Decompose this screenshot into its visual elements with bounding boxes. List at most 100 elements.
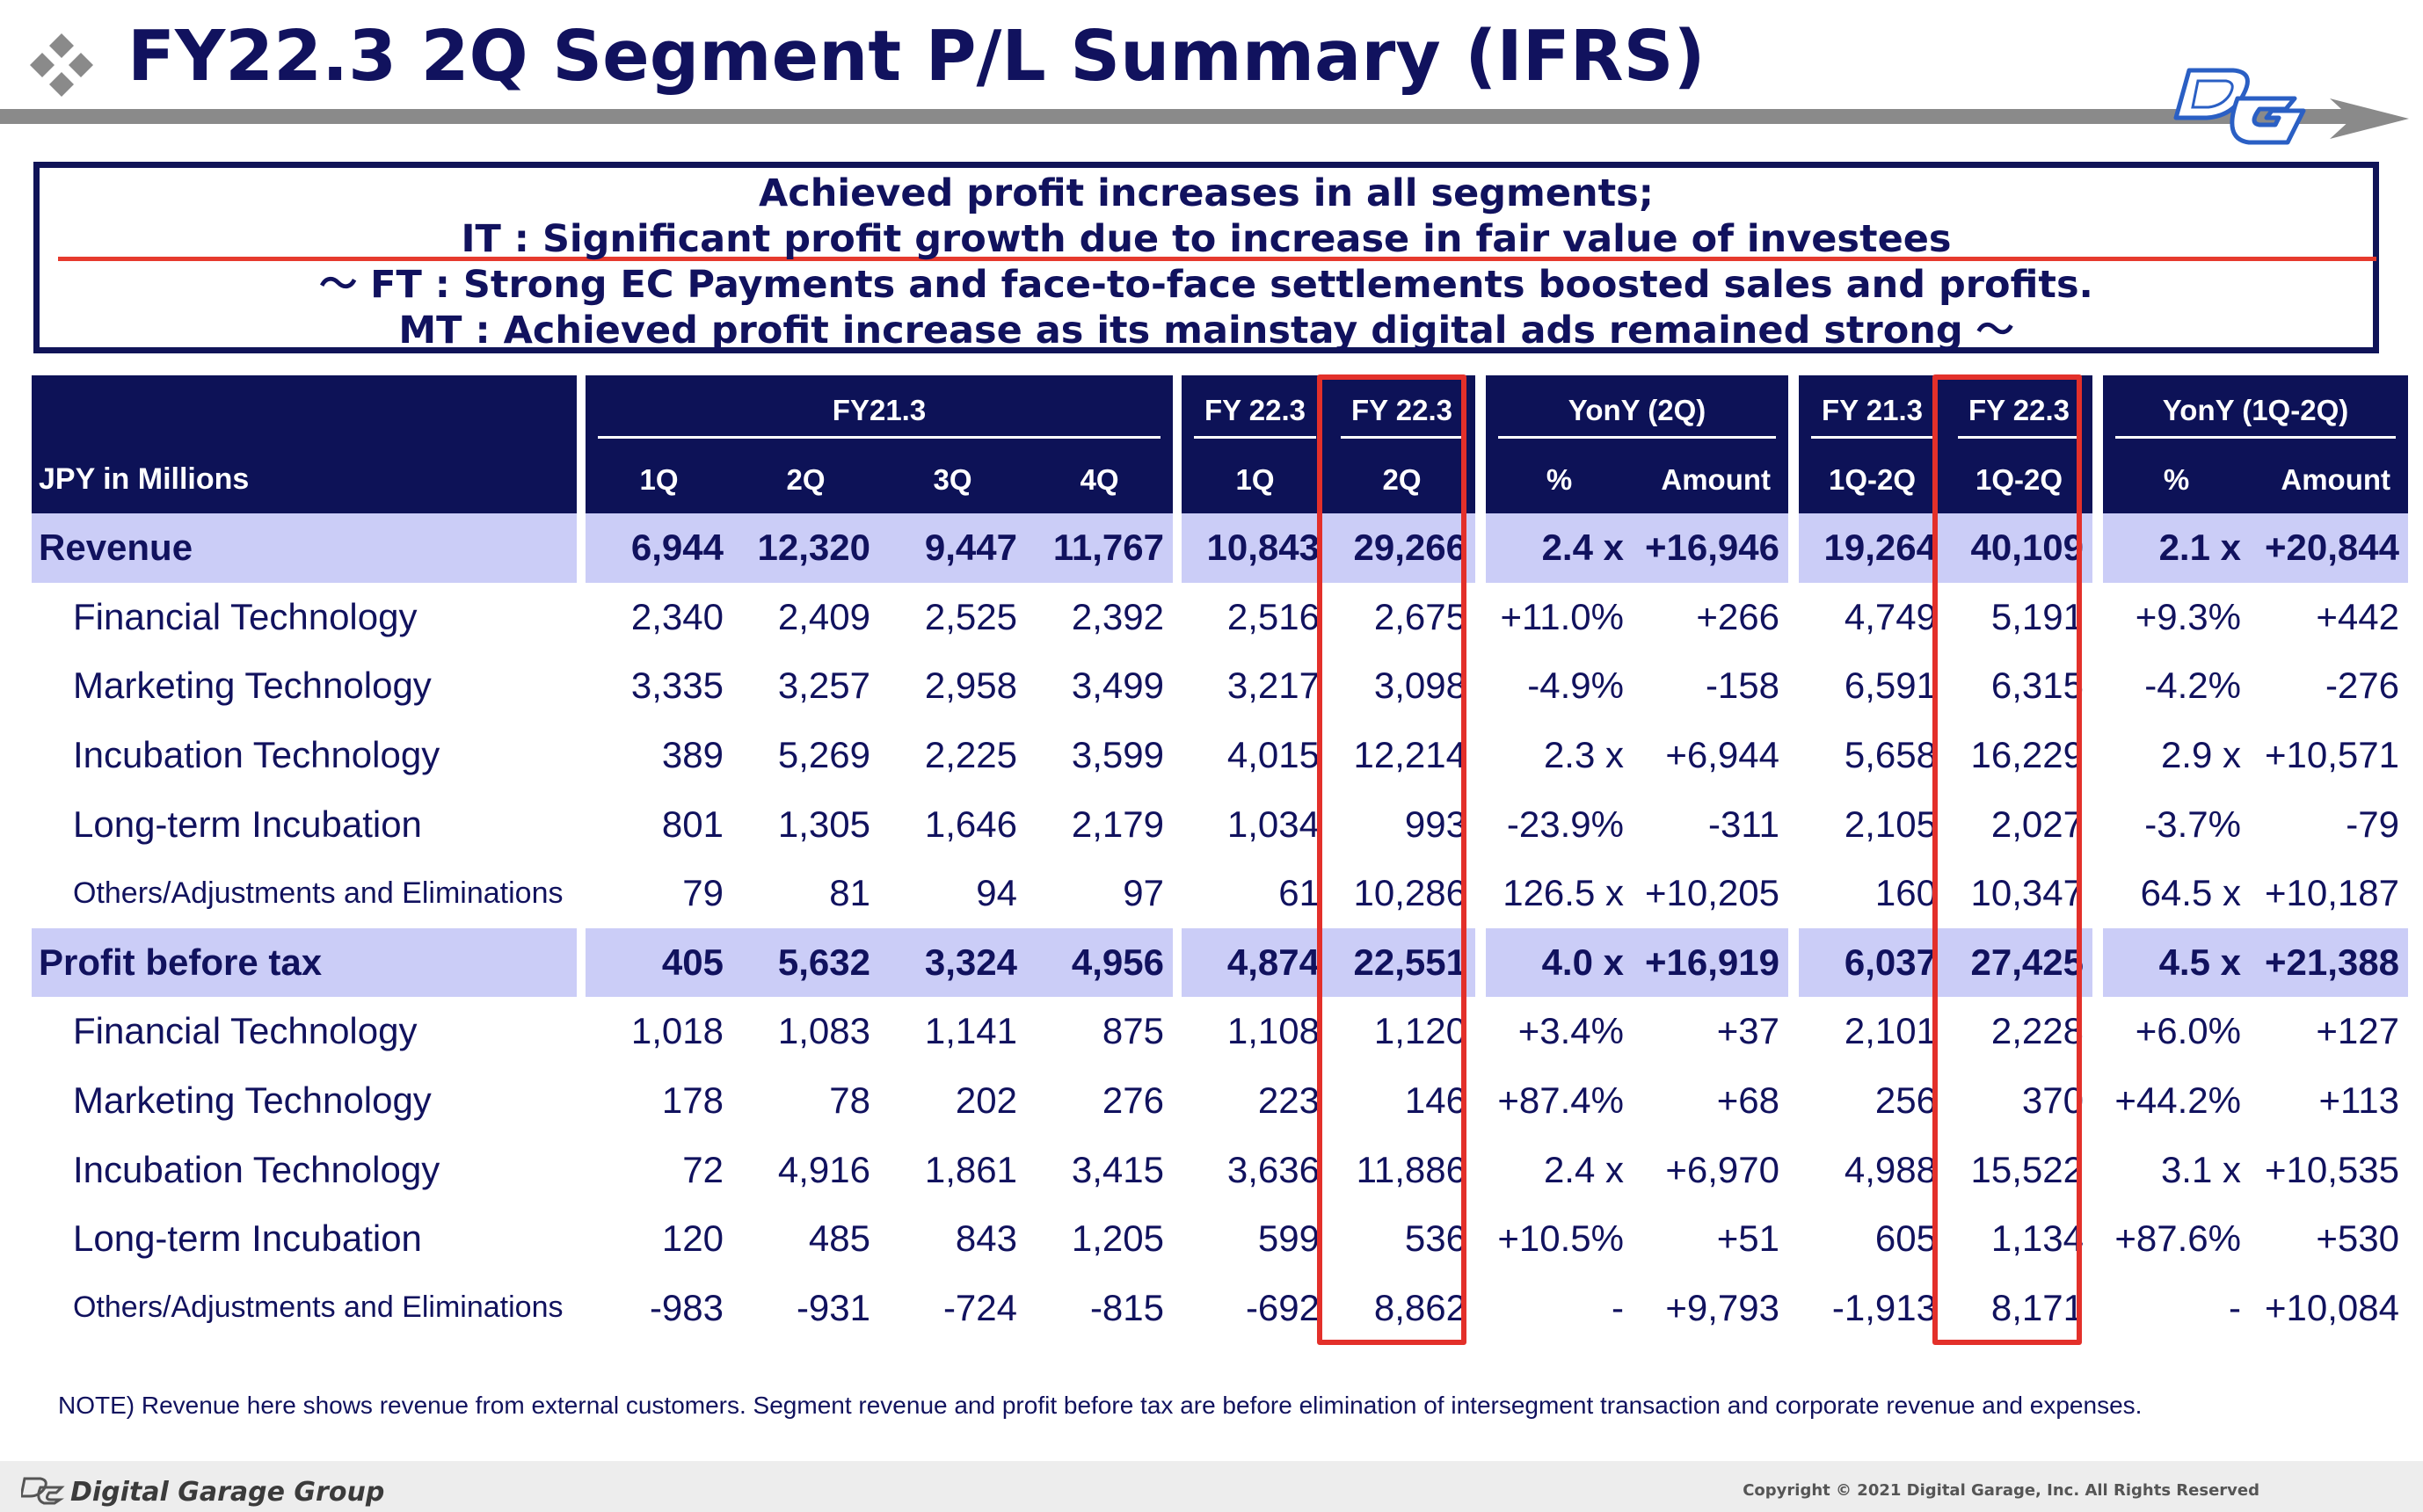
table-cell: +10,535 bbox=[2265, 1148, 2399, 1190]
table-cell: 146 bbox=[1404, 1079, 1466, 1122]
table-cell: +10,187 bbox=[2265, 872, 2399, 914]
table-cell: 8,862 bbox=[1373, 1286, 1466, 1328]
table-cell: 3,415 bbox=[1071, 1148, 1164, 1190]
highlight-underline bbox=[58, 257, 2376, 261]
header-group-fy21-h1: FY 21.3 bbox=[1799, 375, 1946, 446]
table-cell: 10,843 bbox=[1182, 513, 1328, 583]
table-cell: 27,425 bbox=[1946, 927, 2092, 998]
table-cell: +10,205 bbox=[1645, 872, 1779, 914]
header-group-fy22-h1: FY 22.3 bbox=[1946, 375, 2092, 446]
row-label: Incubation Technology bbox=[73, 1148, 440, 1190]
table-cell: 6,037 bbox=[1799, 927, 1946, 998]
table-cell: +10.5% bbox=[1497, 1218, 1624, 1260]
page-title: FY22.3 2Q Segment P/L Summary (IFRS) bbox=[127, 16, 1706, 97]
table-cell: 485 bbox=[808, 1218, 870, 1260]
table-cell: 94 bbox=[976, 872, 1017, 914]
table-cell: -931 bbox=[796, 1286, 870, 1328]
table-cell: 19,264 bbox=[1799, 513, 1946, 583]
table-cell: 2,409 bbox=[777, 595, 870, 637]
table-cell: +51 bbox=[1716, 1218, 1779, 1260]
row-label: Marketing Technology bbox=[73, 665, 432, 707]
highlight-line-1: Achieved profit increases in all segment… bbox=[759, 171, 1654, 215]
table-cell: 126.5 x bbox=[1503, 872, 1624, 914]
table-cell: 2,675 bbox=[1373, 595, 1466, 637]
col-header: 1Q bbox=[586, 446, 732, 513]
table-cell: 78 bbox=[829, 1079, 870, 1122]
table-cell: -158 bbox=[1705, 665, 1779, 707]
table-cell: +266 bbox=[1696, 595, 1779, 637]
table-cell: 1,646 bbox=[924, 803, 1017, 845]
table-row: Marketing Technology 3,335 3,257 2,958 3,499… bbox=[32, 651, 2408, 721]
header-group-yony-2q: YonY (2Q) bbox=[1486, 375, 1788, 446]
table-row: Others/Adjustments and Eliminations -983 -… bbox=[32, 1273, 2408, 1343]
col-header: 2Q bbox=[732, 446, 879, 513]
segment-pl-table: FY21.3 FY 22.3 FY 22.3 YonY (2Q) FY 21.3… bbox=[32, 375, 2408, 1343]
table-cell: 370 bbox=[2021, 1079, 2084, 1122]
table-cell: 2,516 bbox=[1226, 595, 1320, 637]
header-group-fy21: FY21.3 bbox=[586, 375, 1173, 446]
table-cell: +21,388 bbox=[2250, 927, 2408, 998]
table-cell: 2.3 x bbox=[1543, 734, 1624, 776]
table-row: Long-term Incubation 120 485 843 1,205 599 536… bbox=[32, 1203, 2408, 1274]
table-cell: -4.2% bbox=[2144, 665, 2241, 707]
table-row: Marketing Technology 178 78 202 276 223 146 +87… bbox=[32, 1065, 2408, 1136]
table-cell: 389 bbox=[661, 734, 724, 776]
header-divider bbox=[0, 109, 2176, 124]
table-row: Incubation Technology 389 5,269 2,225 3,599 4… bbox=[32, 720, 2408, 790]
table-cell: 22,551 bbox=[1328, 927, 1475, 998]
table-cell: +20,844 bbox=[2250, 513, 2408, 583]
table-cell: 3.1 x bbox=[2160, 1148, 2241, 1190]
table-cell: +44.2% bbox=[2114, 1079, 2241, 1122]
table-cell: 6,944 bbox=[586, 513, 732, 583]
table-cell: 2,027 bbox=[1990, 803, 2084, 845]
table-cell: +11.0% bbox=[1500, 595, 1625, 637]
table-cell: 2.9 x bbox=[2160, 734, 2241, 776]
table-cell: 1,018 bbox=[630, 1010, 724, 1052]
table-cell: +530 bbox=[2316, 1218, 2399, 1260]
row-label: Profit before tax bbox=[32, 927, 577, 998]
table-cell: +9.3% bbox=[2135, 595, 2241, 637]
table-cell: 120 bbox=[661, 1218, 724, 1260]
col-header: % bbox=[2103, 446, 2250, 513]
table-cell: +6,944 bbox=[1665, 734, 1779, 776]
table-cell: 5,191 bbox=[1990, 595, 2084, 637]
table-cell: 256 bbox=[1874, 1079, 1937, 1122]
table-cell: 2,228 bbox=[1990, 1010, 2084, 1052]
table-cell: 16,229 bbox=[1970, 734, 2084, 776]
table-cell: -983 bbox=[649, 1286, 724, 1328]
highlight-line-2: IT : Significant profit growth due to in… bbox=[461, 217, 1952, 261]
col-header: Amount bbox=[2250, 446, 2408, 513]
header-group-fy22-2q: FY 22.3 bbox=[1328, 375, 1475, 446]
col-header: % bbox=[1486, 446, 1633, 513]
footer-band bbox=[0, 1461, 2423, 1512]
table-cell: +127 bbox=[2316, 1010, 2399, 1052]
dg-logo-icon bbox=[2173, 68, 2306, 145]
table-cell: 1,120 bbox=[1373, 1010, 1466, 1052]
table-cell: 223 bbox=[1257, 1079, 1320, 1122]
table-row: Financial Technology 1,018 1,083 1,141 875 1,… bbox=[32, 997, 2408, 1066]
footnote: NOTE) Revenue here shows revenue from ex… bbox=[58, 1392, 2143, 1419]
row-label: Financial Technology bbox=[73, 1010, 418, 1052]
copyright: Copyright © 2021 Digital Garage, Inc. Al… bbox=[1743, 1481, 2259, 1500]
table-cell: 3,098 bbox=[1373, 665, 1466, 707]
row-label: Long-term Incubation bbox=[73, 803, 422, 845]
table-cell: 10,286 bbox=[1353, 872, 1466, 914]
table-cell: 1,034 bbox=[1226, 803, 1320, 845]
table-cell: 3,636 bbox=[1226, 1148, 1320, 1190]
table-cell: 4,749 bbox=[1844, 595, 1937, 637]
table-cell: -692 bbox=[1245, 1286, 1320, 1328]
table-cell: 3,335 bbox=[630, 665, 724, 707]
highlight-line-3: ～ FT : Strong EC Payments and face-to-fa… bbox=[319, 263, 2093, 307]
table-cell: 4,956 bbox=[1026, 927, 1173, 998]
highlight-box: Achieved profit increases in all segment… bbox=[33, 162, 2379, 353]
table-cell: 2,101 bbox=[1844, 1010, 1937, 1052]
diamond-cluster-icon bbox=[30, 33, 93, 97]
table-cell: +6.0% bbox=[2135, 1010, 2241, 1052]
col-header: 1Q-2Q bbox=[1946, 446, 2092, 513]
footer-company-name: Digital Garage Group bbox=[70, 1477, 385, 1508]
table-cell: 2,225 bbox=[924, 734, 1017, 776]
table-cell: 72 bbox=[682, 1148, 724, 1190]
table-cell: -23.9% bbox=[1506, 803, 1624, 845]
table-cell: 11,767 bbox=[1026, 513, 1173, 583]
table-cell: 3,217 bbox=[1226, 665, 1320, 707]
